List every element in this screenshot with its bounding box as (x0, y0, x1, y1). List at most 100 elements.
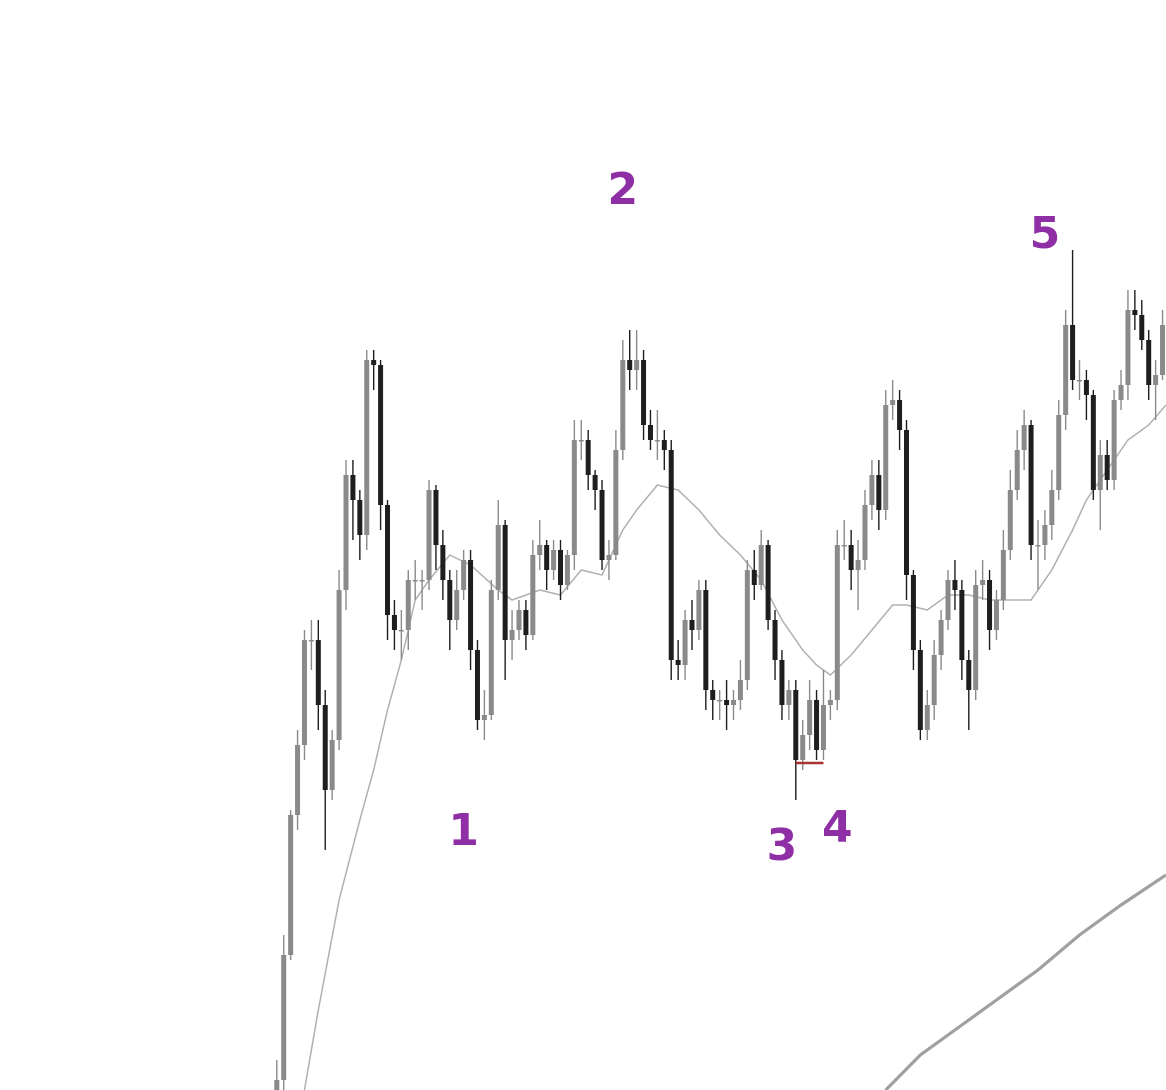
candle-body (592, 475, 598, 490)
candle-body (571, 440, 577, 555)
candle-body (890, 400, 896, 405)
candle-body (1077, 380, 1083, 382)
candle-body (980, 580, 986, 585)
candle-body (1014, 450, 1020, 490)
candle-body (883, 405, 889, 510)
candle-body (627, 360, 633, 370)
candle-body (1056, 415, 1062, 490)
candle-body (696, 590, 702, 630)
candle-body (1028, 425, 1034, 545)
candle-body (966, 660, 972, 690)
candle-body (454, 590, 460, 620)
candle-body (862, 505, 868, 560)
candle-body (620, 360, 626, 450)
candle-body (544, 545, 550, 570)
candle-body (288, 815, 294, 955)
candle-body (308, 640, 314, 642)
candle-body (772, 620, 778, 660)
candle-body (488, 590, 494, 715)
candle-body (959, 590, 965, 660)
candle-body (779, 660, 785, 705)
candle-body (1125, 310, 1131, 385)
candle-body (1035, 545, 1041, 547)
candle-body (447, 580, 453, 620)
candle-body (717, 700, 723, 702)
candle-body (917, 650, 923, 730)
candle-body (537, 545, 543, 555)
candle-body (848, 545, 854, 570)
candle-body (523, 610, 529, 635)
candle-body (301, 640, 307, 745)
candle-body (468, 560, 474, 650)
candle-body (807, 700, 813, 735)
candle-body (758, 545, 764, 585)
candle-body (274, 1080, 280, 1090)
candle-body (558, 550, 564, 585)
candle-body (474, 650, 480, 720)
candle-body (987, 580, 993, 630)
candle-body (1097, 455, 1103, 490)
candle-body (509, 630, 515, 640)
candle-body (641, 360, 647, 425)
candle-body (1104, 455, 1110, 480)
candle-body (1049, 490, 1055, 525)
candle-body (869, 475, 875, 505)
candle-body (1090, 395, 1096, 490)
candle-body (1063, 325, 1069, 415)
candle-body (281, 955, 287, 1080)
candle-body (613, 450, 619, 555)
candle-body (973, 585, 979, 690)
candle-body (357, 500, 363, 535)
candle-body (426, 490, 432, 580)
candle-body (938, 620, 944, 655)
candle-body (827, 700, 833, 705)
candle-body (710, 690, 716, 700)
candle-body (724, 700, 730, 705)
candle-body (800, 735, 806, 760)
wave-label: 5 (1030, 208, 1061, 259)
candle-body (924, 705, 930, 730)
candle-body (343, 475, 349, 590)
candle-body (820, 705, 826, 750)
candle-body (904, 430, 910, 575)
wave-label: 1 (448, 805, 479, 856)
candle-body (516, 610, 522, 630)
candle-body (1139, 315, 1145, 340)
candle-body (502, 525, 508, 640)
candle-body (675, 660, 681, 665)
candle-body (1160, 325, 1166, 375)
candle-body (654, 440, 660, 442)
candle-body (412, 580, 418, 582)
candle-body (993, 600, 999, 630)
candle-body (585, 440, 591, 475)
candle-body (315, 640, 321, 705)
candle-body (322, 705, 328, 790)
candle-body (661, 440, 667, 450)
candle-body (814, 700, 820, 750)
candle-body (931, 655, 937, 705)
candle-body (744, 570, 750, 680)
candle-body (530, 555, 536, 635)
candle-body (481, 715, 487, 720)
candle-body (336, 590, 342, 740)
candle-body (385, 505, 391, 615)
candle-body (1000, 550, 1006, 600)
candle-body (731, 700, 737, 705)
candle-body (647, 425, 653, 440)
candle-body (689, 620, 695, 630)
candle-body (703, 590, 709, 690)
candle-body (1146, 340, 1152, 385)
candle-body (682, 620, 688, 665)
candle-body (378, 365, 384, 505)
candle-body (1042, 525, 1048, 545)
candle-body (433, 490, 439, 545)
candle-body (841, 545, 847, 547)
candle-body (419, 580, 425, 582)
wave-label: 2 (607, 164, 638, 215)
candle-body (1083, 380, 1089, 395)
candle-body (945, 580, 951, 620)
candle-body (329, 740, 335, 790)
candle-body (1070, 325, 1076, 380)
candle-body (295, 745, 301, 815)
